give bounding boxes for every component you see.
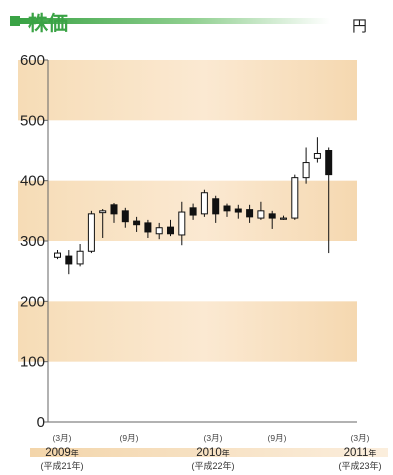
candle	[133, 216, 141, 232]
band-2	[18, 301, 357, 362]
candle-body-down	[121, 210, 129, 223]
candle-body-up	[313, 153, 321, 159]
candle	[223, 203, 231, 217]
candle	[280, 215, 287, 220]
y-tick-label: 300	[20, 233, 45, 250]
candle-body-up	[200, 192, 208, 215]
candle	[87, 210, 95, 254]
candle	[268, 210, 276, 229]
candlesticks	[54, 137, 333, 275]
candle-body-down	[189, 207, 197, 216]
candle	[167, 219, 174, 237]
y-tick-label: 100	[20, 354, 45, 371]
candle	[76, 244, 84, 267]
year-ribbon	[30, 448, 388, 457]
y-tick-label: 400	[20, 173, 45, 190]
x-era-label: (平成22年)	[191, 460, 234, 471]
candle-body-down	[133, 220, 141, 226]
candle-body-down	[65, 255, 73, 265]
y-tick-labels: 0 100 200 300 400 500 600	[20, 52, 48, 431]
candle	[155, 222, 163, 240]
candle	[54, 250, 61, 260]
x-month-label: (3月)	[204, 433, 223, 443]
candle	[212, 195, 220, 223]
chart-title: 株価	[28, 11, 68, 35]
candle-body-up	[291, 177, 299, 219]
candle-body-up	[280, 217, 287, 220]
x-era-label: (平成21年)	[40, 460, 83, 471]
candle	[65, 250, 73, 275]
candle-body-down	[144, 222, 152, 233]
y-tick-label: 200	[20, 293, 45, 310]
candle	[246, 204, 254, 223]
candle	[189, 203, 197, 220]
candle-body-up	[155, 227, 163, 235]
candle-body-down	[223, 205, 231, 212]
x-tick-labels: (3月) 2009年(平成21年) (9月) (3月) 2010年(平成22年) (9月)…	[40, 433, 381, 471]
candle-body-down	[234, 208, 242, 213]
x-year-label: 2011年	[344, 447, 377, 459]
x-month-label: (3月)	[351, 433, 370, 443]
band-1	[18, 180, 357, 241]
y-tick-label: 500	[20, 112, 45, 129]
title-bullet	[10, 16, 20, 26]
candle	[257, 201, 265, 220]
y-tick-label: 0	[37, 414, 45, 431]
x-year-label: 2010年	[196, 447, 230, 459]
candle-body-up	[54, 252, 61, 258]
x-era-label: (平成23年)	[338, 460, 381, 471]
candle-body-up	[302, 162, 310, 179]
candle	[302, 147, 310, 184]
candle-body-up	[76, 250, 84, 265]
candle-body-down	[325, 150, 333, 176]
candle-body-down	[268, 213, 276, 219]
x-year-label: 2009年	[45, 447, 79, 459]
candle	[121, 207, 129, 228]
x-month-label: (3月)	[53, 433, 72, 443]
candle	[110, 202, 118, 223]
candle	[234, 204, 242, 219]
candle-body-up	[99, 210, 107, 214]
candle-body-down	[110, 204, 118, 215]
candle-body-down	[246, 209, 254, 218]
candle-body-up	[257, 210, 265, 219]
candle-body-down	[212, 198, 220, 215]
candle	[144, 219, 152, 238]
candle	[178, 201, 186, 246]
candle	[325, 147, 333, 254]
candle-body-up	[178, 211, 186, 236]
x-month-label: (9月)	[120, 433, 139, 443]
x-month-label: (9月)	[268, 433, 287, 443]
candle	[291, 174, 299, 220]
y-tick-label: 600	[20, 52, 45, 69]
unit-label: 円	[352, 18, 367, 35]
candle	[99, 209, 107, 238]
candle-body-down	[167, 226, 174, 235]
candle	[313, 137, 321, 163]
candle	[200, 189, 208, 217]
candle-body-up	[87, 213, 95, 252]
band-0	[18, 60, 357, 121]
value-bands	[18, 60, 357, 362]
title-bar	[20, 18, 330, 24]
